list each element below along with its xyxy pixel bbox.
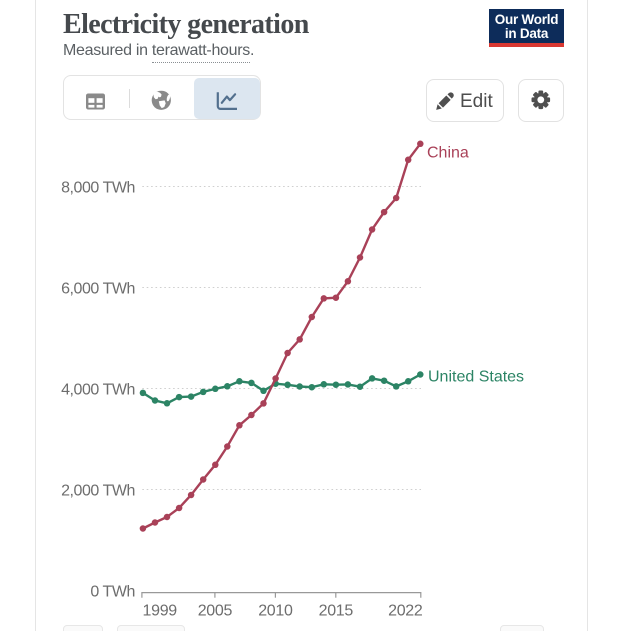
svg-text:2005: 2005 [198, 603, 233, 620]
svg-text:2015: 2015 [319, 603, 354, 620]
svg-text:2,000 TWh: 2,000 TWh [61, 483, 135, 500]
svg-text:United States: United States [428, 369, 524, 386]
svg-text:China: China [427, 145, 469, 162]
svg-text:0 TWh: 0 TWh [90, 584, 135, 601]
svg-text:8,000 TWh: 8,000 TWh [61, 180, 135, 197]
svg-text:2022: 2022 [388, 603, 423, 620]
svg-text:4,000 TWh: 4,000 TWh [61, 382, 135, 399]
svg-text:1999: 1999 [143, 603, 178, 620]
svg-text:2010: 2010 [258, 603, 293, 620]
svg-text:6,000 TWh: 6,000 TWh [61, 281, 135, 298]
